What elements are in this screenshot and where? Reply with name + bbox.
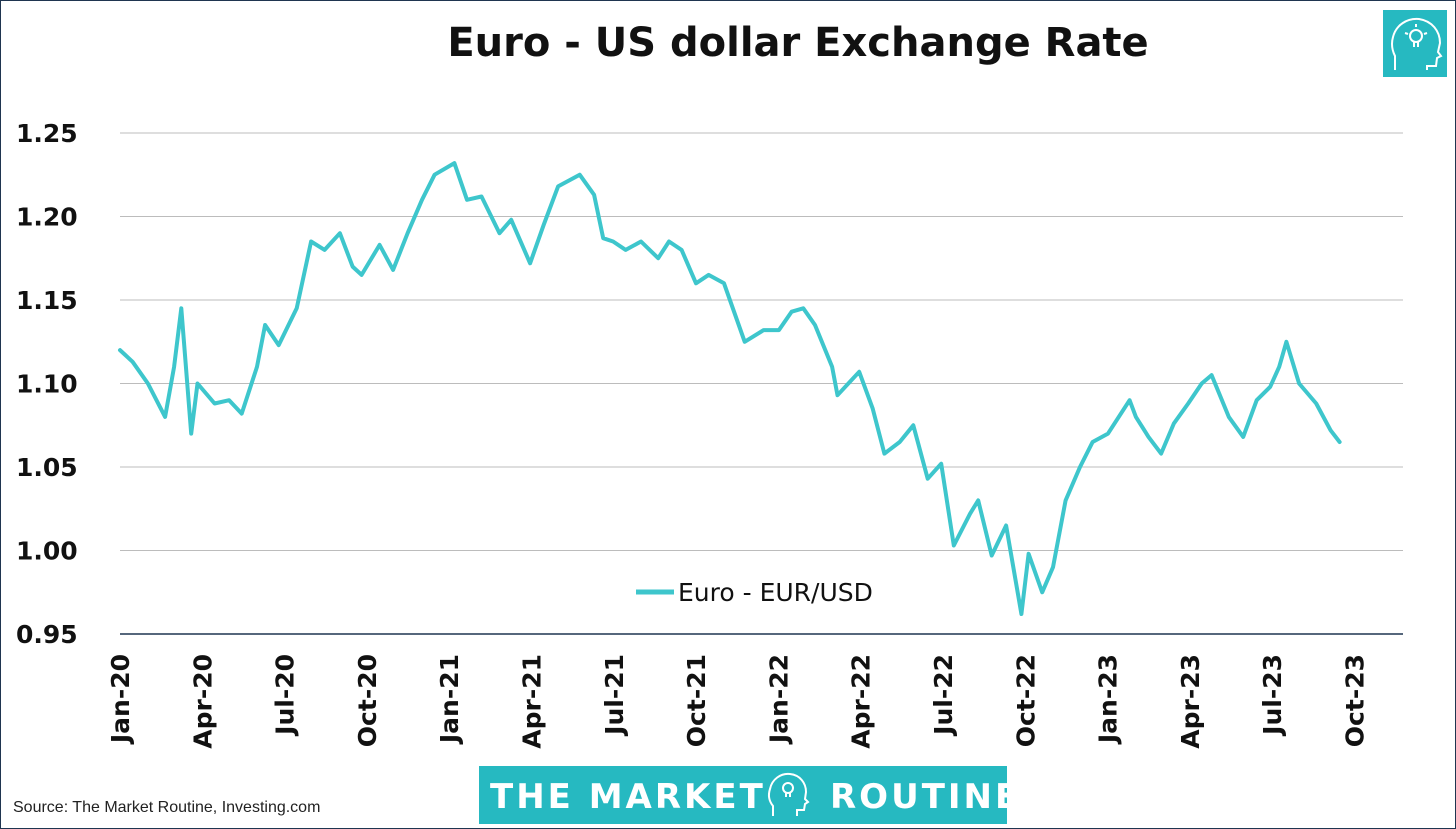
y-tick-label: 1.15	[16, 286, 78, 315]
series-line-eur-usd	[118, 161, 1342, 616]
series-layer	[118, 161, 1342, 616]
x-tick-label: Apr-21	[518, 654, 547, 749]
source-note: Source: The Market Routine, Investing.co…	[13, 799, 320, 816]
x-tick-label: Apr-22	[847, 654, 876, 749]
x-tick-label: Oct-21	[682, 654, 711, 747]
y-tick-label: 1.05	[16, 453, 78, 482]
x-tick-label: Jan-20	[106, 654, 135, 745]
gridlines	[120, 132, 1403, 635]
legend: Euro - EUR/USD	[636, 578, 873, 607]
y-tick-label: 1.25	[16, 119, 78, 148]
brand-banner: THE MARKET ROUTINE	[479, 766, 1021, 824]
brand-name-left: THE MARKET	[490, 777, 766, 817]
y-tick-label: 1.10	[16, 370, 78, 399]
x-tick-label: Jan-23	[1094, 654, 1123, 745]
legend-label: Euro - EUR/USD	[678, 578, 873, 607]
x-tick-label: Oct-20	[353, 654, 382, 747]
head-lightbulb-icon	[768, 772, 810, 816]
x-tick-label: Oct-23	[1341, 654, 1370, 747]
x-tick-label: Oct-22	[1011, 654, 1040, 747]
head-lightbulb-icon	[1383, 10, 1447, 77]
x-tick-label: Jul-22	[929, 654, 958, 737]
x-tick-label: Jan-21	[435, 654, 464, 745]
y-tick-label: 1.20	[16, 203, 78, 232]
x-tick-label: Jan-22	[764, 654, 793, 745]
brand-name-right: ROUTINE	[830, 777, 1021, 817]
y-tick-label: 0.95	[16, 620, 78, 649]
x-tick-label: Jul-23	[1258, 654, 1287, 737]
x-tick-label: Jul-21	[600, 654, 629, 737]
x-tick-label: Jul-20	[271, 654, 300, 737]
x-tick-label: Apr-20	[188, 654, 217, 749]
y-tick-label: 1.00	[16, 537, 78, 566]
y-axis-ticks: 1.25 1.20 1.15 1.10 1.05 1.00 0.95	[16, 119, 78, 649]
chart-title: Euro - US dollar Exchange Rate	[447, 20, 1148, 66]
x-axis-ticks: Jan-20 Apr-20 Jul-20 Oct-20 Jan-21 Apr-21 Jul-…	[106, 654, 1370, 749]
x-tick-label: Apr-23	[1176, 654, 1205, 749]
